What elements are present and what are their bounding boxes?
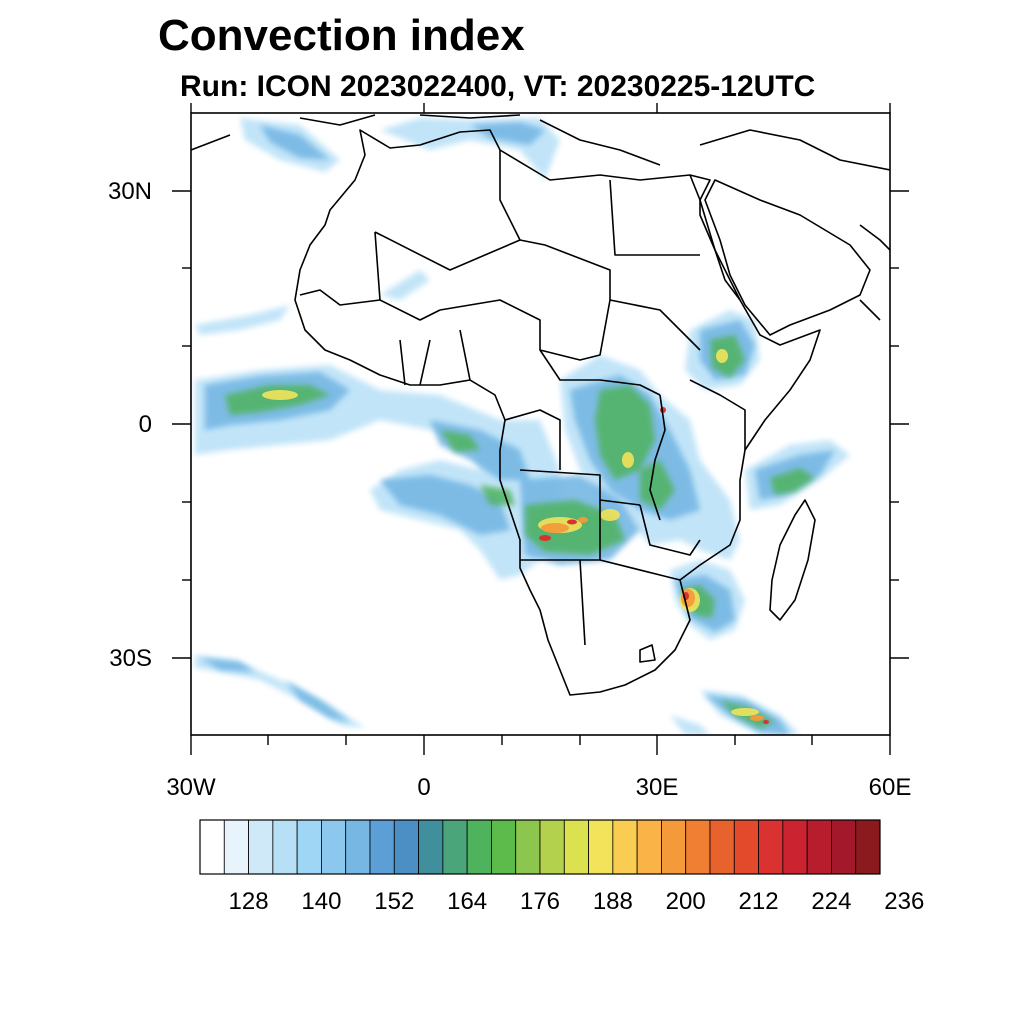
colorbar-tick-label: 224: [811, 888, 852, 915]
colorbar-swatch: [563, 819, 589, 875]
lat-label-30n: 30N: [107, 178, 152, 205]
colorbar-swatch: [855, 819, 881, 875]
colorbar-swatch: [539, 819, 565, 875]
colorbar-tick-label: 164: [447, 888, 488, 915]
lat-label-0: 0: [138, 411, 152, 438]
colorbar-tick-label: 236: [884, 888, 925, 915]
colorbar-tick-label: 176: [519, 888, 561, 915]
colorbar-swatch: [393, 819, 419, 875]
colorbar-tick-label: 188: [592, 888, 633, 915]
colorbar-tick-label: 212: [738, 888, 779, 915]
colorbar-tick-label: 128: [228, 888, 269, 915]
lat-label-30s: 30S: [109, 645, 152, 672]
lon-label-30e: 30E: [635, 774, 679, 801]
colorbar-swatch: [588, 819, 614, 875]
colorbar-swatch: [296, 819, 322, 875]
colorbar-tick-label: 200: [665, 888, 706, 915]
colorbar-swatch: [733, 819, 759, 875]
colorbar: [199, 819, 881, 875]
colorbar-swatch: [685, 819, 711, 875]
lon-label-60e: 60E: [868, 774, 912, 801]
colorbar-swatch: [199, 819, 225, 875]
colorbar-swatch: [782, 819, 808, 875]
colorbar-swatch: [272, 819, 298, 875]
chart-subtitle: Run: ICON 2023022400, VT: 20230225-12UTC: [180, 70, 816, 103]
colorbar-swatch: [418, 819, 444, 875]
colorbar-swatch: [248, 819, 274, 875]
colorbar-swatch: [369, 819, 395, 875]
colorbar-swatch: [466, 819, 492, 875]
colorbar-swatch: [612, 819, 638, 875]
colorbar-swatch: [345, 819, 371, 875]
colorbar-swatch: [661, 819, 687, 875]
colorbar-swatch: [223, 819, 249, 875]
colorbar-swatch: [515, 819, 541, 875]
colorbar-swatch: [758, 819, 784, 875]
colorbar-swatch: [806, 819, 832, 875]
coastline-borders: [191, 114, 890, 696]
colorbar-swatch: [709, 819, 735, 875]
colorbar-frame: [199, 819, 881, 875]
colorbar-swatch: [491, 819, 517, 875]
axis-ticks: [172, 103, 909, 755]
colorbar-tick-label: 152: [374, 888, 415, 915]
colorbar-swatch: [636, 819, 662, 875]
colorbar-swatch: [321, 819, 347, 875]
colorbar-tick-label: 140: [301, 888, 342, 915]
colorbar-swatch: [831, 819, 857, 875]
lon-label-30w: 30W: [166, 774, 216, 801]
convection-field: [195, 118, 850, 735]
lon-label-0: 0: [417, 774, 431, 801]
colorbar-swatch: [442, 819, 468, 875]
chart-title: Convection index: [158, 11, 525, 60]
